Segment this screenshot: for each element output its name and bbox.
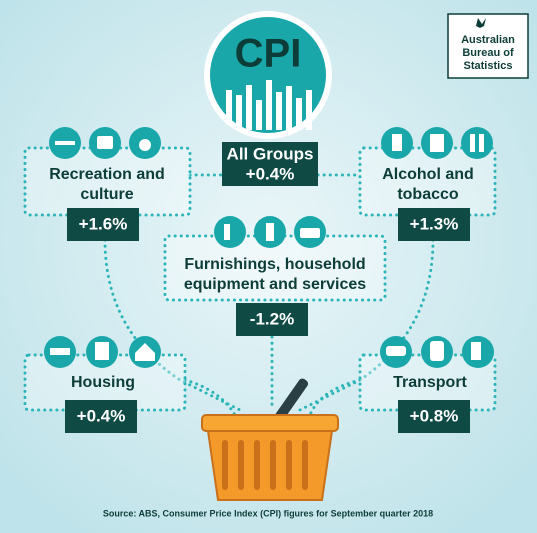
value-box xyxy=(67,208,139,241)
headline-label: All Groups xyxy=(227,144,314,163)
group-label: culture xyxy=(80,186,133,203)
value-box xyxy=(236,303,308,336)
icons xyxy=(49,127,161,159)
connector xyxy=(298,238,435,412)
group-frame xyxy=(163,234,387,302)
logo-text: Statistics xyxy=(464,60,513,72)
icons xyxy=(381,127,493,159)
connector xyxy=(183,378,237,417)
group-value: -1.2% xyxy=(250,309,294,328)
icons xyxy=(44,336,161,368)
connector xyxy=(103,238,242,412)
value-box xyxy=(398,400,470,433)
value-box xyxy=(65,400,137,433)
basket xyxy=(201,378,339,501)
value-box xyxy=(222,142,318,186)
value-box xyxy=(398,208,470,241)
cpi-title: CPI xyxy=(235,32,302,76)
logo-text: Bureau of xyxy=(462,47,514,59)
group-label: Recreation and xyxy=(49,166,165,183)
group-label: Furnishings, household xyxy=(184,256,365,273)
group-value: +1.6% xyxy=(79,214,128,233)
group-label: Transport xyxy=(393,374,467,391)
group-value: +0.4% xyxy=(77,406,126,425)
icons xyxy=(214,216,326,248)
group-label: Alcohol and xyxy=(382,166,474,183)
icons xyxy=(380,336,494,368)
cpi-badge: CPI xyxy=(204,11,332,139)
group-value: +1.3% xyxy=(410,214,459,233)
group-label: tobacco xyxy=(397,186,459,203)
source: Source: ABS, Consumer Price Index (CPI) … xyxy=(103,508,433,518)
group-label: Housing xyxy=(71,374,135,391)
logo-text: Australian xyxy=(461,34,515,46)
logo: Australian Bureau of Statistics xyxy=(447,13,529,79)
group-label: equipment and services xyxy=(184,276,366,293)
connector xyxy=(308,378,362,417)
headline-value: +0.4% xyxy=(246,164,295,183)
group-value: +0.8% xyxy=(410,406,459,425)
